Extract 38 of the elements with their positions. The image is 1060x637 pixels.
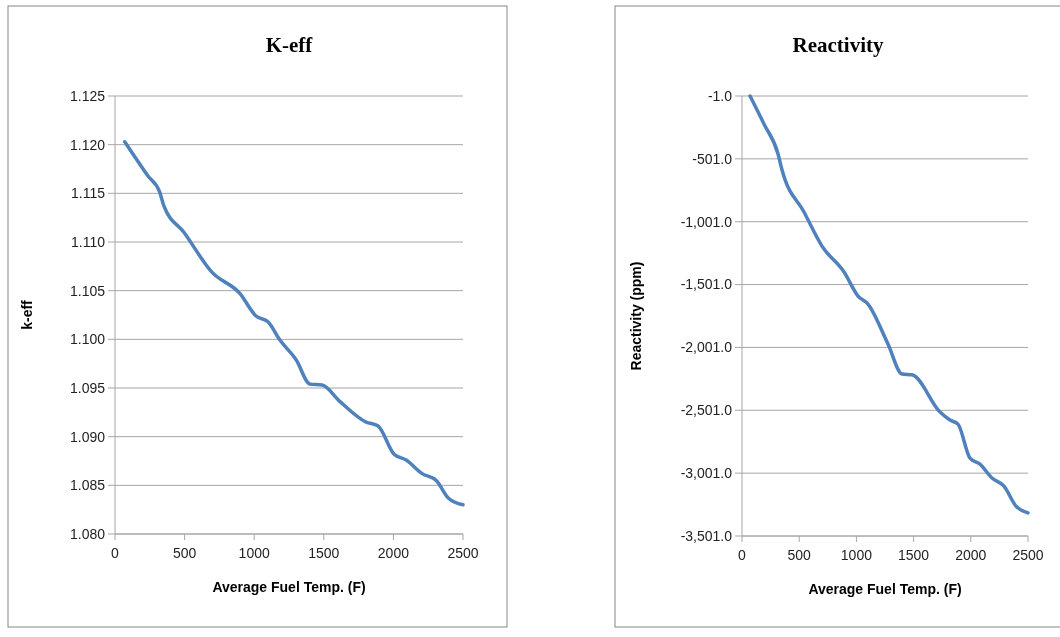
x-tick-label: 500 xyxy=(787,547,812,563)
chart-title: K-eff xyxy=(265,33,314,57)
y-tick-label: -2,501.0 xyxy=(680,402,733,419)
x-tick-label: 1500 xyxy=(308,545,340,561)
x-tick-label: 2500 xyxy=(447,545,479,561)
x-tick-label: 2000 xyxy=(955,547,987,563)
x-tick-label: 1000 xyxy=(238,545,270,561)
y-axis-title: Reactivity (ppm) xyxy=(627,261,644,371)
y-axis-title: k-eff xyxy=(18,299,35,330)
y-tick-label: 1.090 xyxy=(69,428,106,445)
y-tick-label: 1.120 xyxy=(69,136,106,153)
x-tick-label: 1500 xyxy=(898,547,930,563)
y-tick-label: 1.110 xyxy=(71,233,106,250)
chart-title: Reactivity xyxy=(792,33,884,57)
y-tick-label: 1.115 xyxy=(71,185,106,202)
y-tick-label: -1,001.0 xyxy=(680,213,733,230)
x-tick-label: 500 xyxy=(172,545,197,561)
y-tick-label: 1.100 xyxy=(69,331,106,348)
y-tick-label: -2,001.0 xyxy=(680,339,733,356)
x-tick-label: 1000 xyxy=(840,547,873,563)
y-tick-label: 1.085 xyxy=(69,477,106,494)
x-tick-label: 0 xyxy=(738,547,747,563)
y-tick-label: -1.0 xyxy=(707,87,733,104)
line-series xyxy=(748,94,1030,515)
y-tick-label: -3,501.0 xyxy=(680,527,733,544)
x-tick-label: 2500 xyxy=(1012,547,1044,563)
y-tick-label: 1.095 xyxy=(69,379,106,396)
x-axis-title: Average Fuel Temp. (F) xyxy=(808,581,962,597)
y-tick-label: 1.105 xyxy=(69,282,106,299)
line-series xyxy=(122,140,465,507)
y-tick-label: 1.080 xyxy=(69,525,106,542)
y-tick-label: -1,501.0 xyxy=(680,276,733,293)
x-tick-label: 0 xyxy=(111,545,120,561)
y-tick-label: 1.125 xyxy=(69,87,106,104)
y-tick-label: -501.0 xyxy=(692,150,733,167)
x-tick-label: 2000 xyxy=(377,545,410,561)
x-axis-title: Average Fuel Temp. (F) xyxy=(212,579,366,595)
y-tick-label: -3,001.0 xyxy=(680,465,733,482)
